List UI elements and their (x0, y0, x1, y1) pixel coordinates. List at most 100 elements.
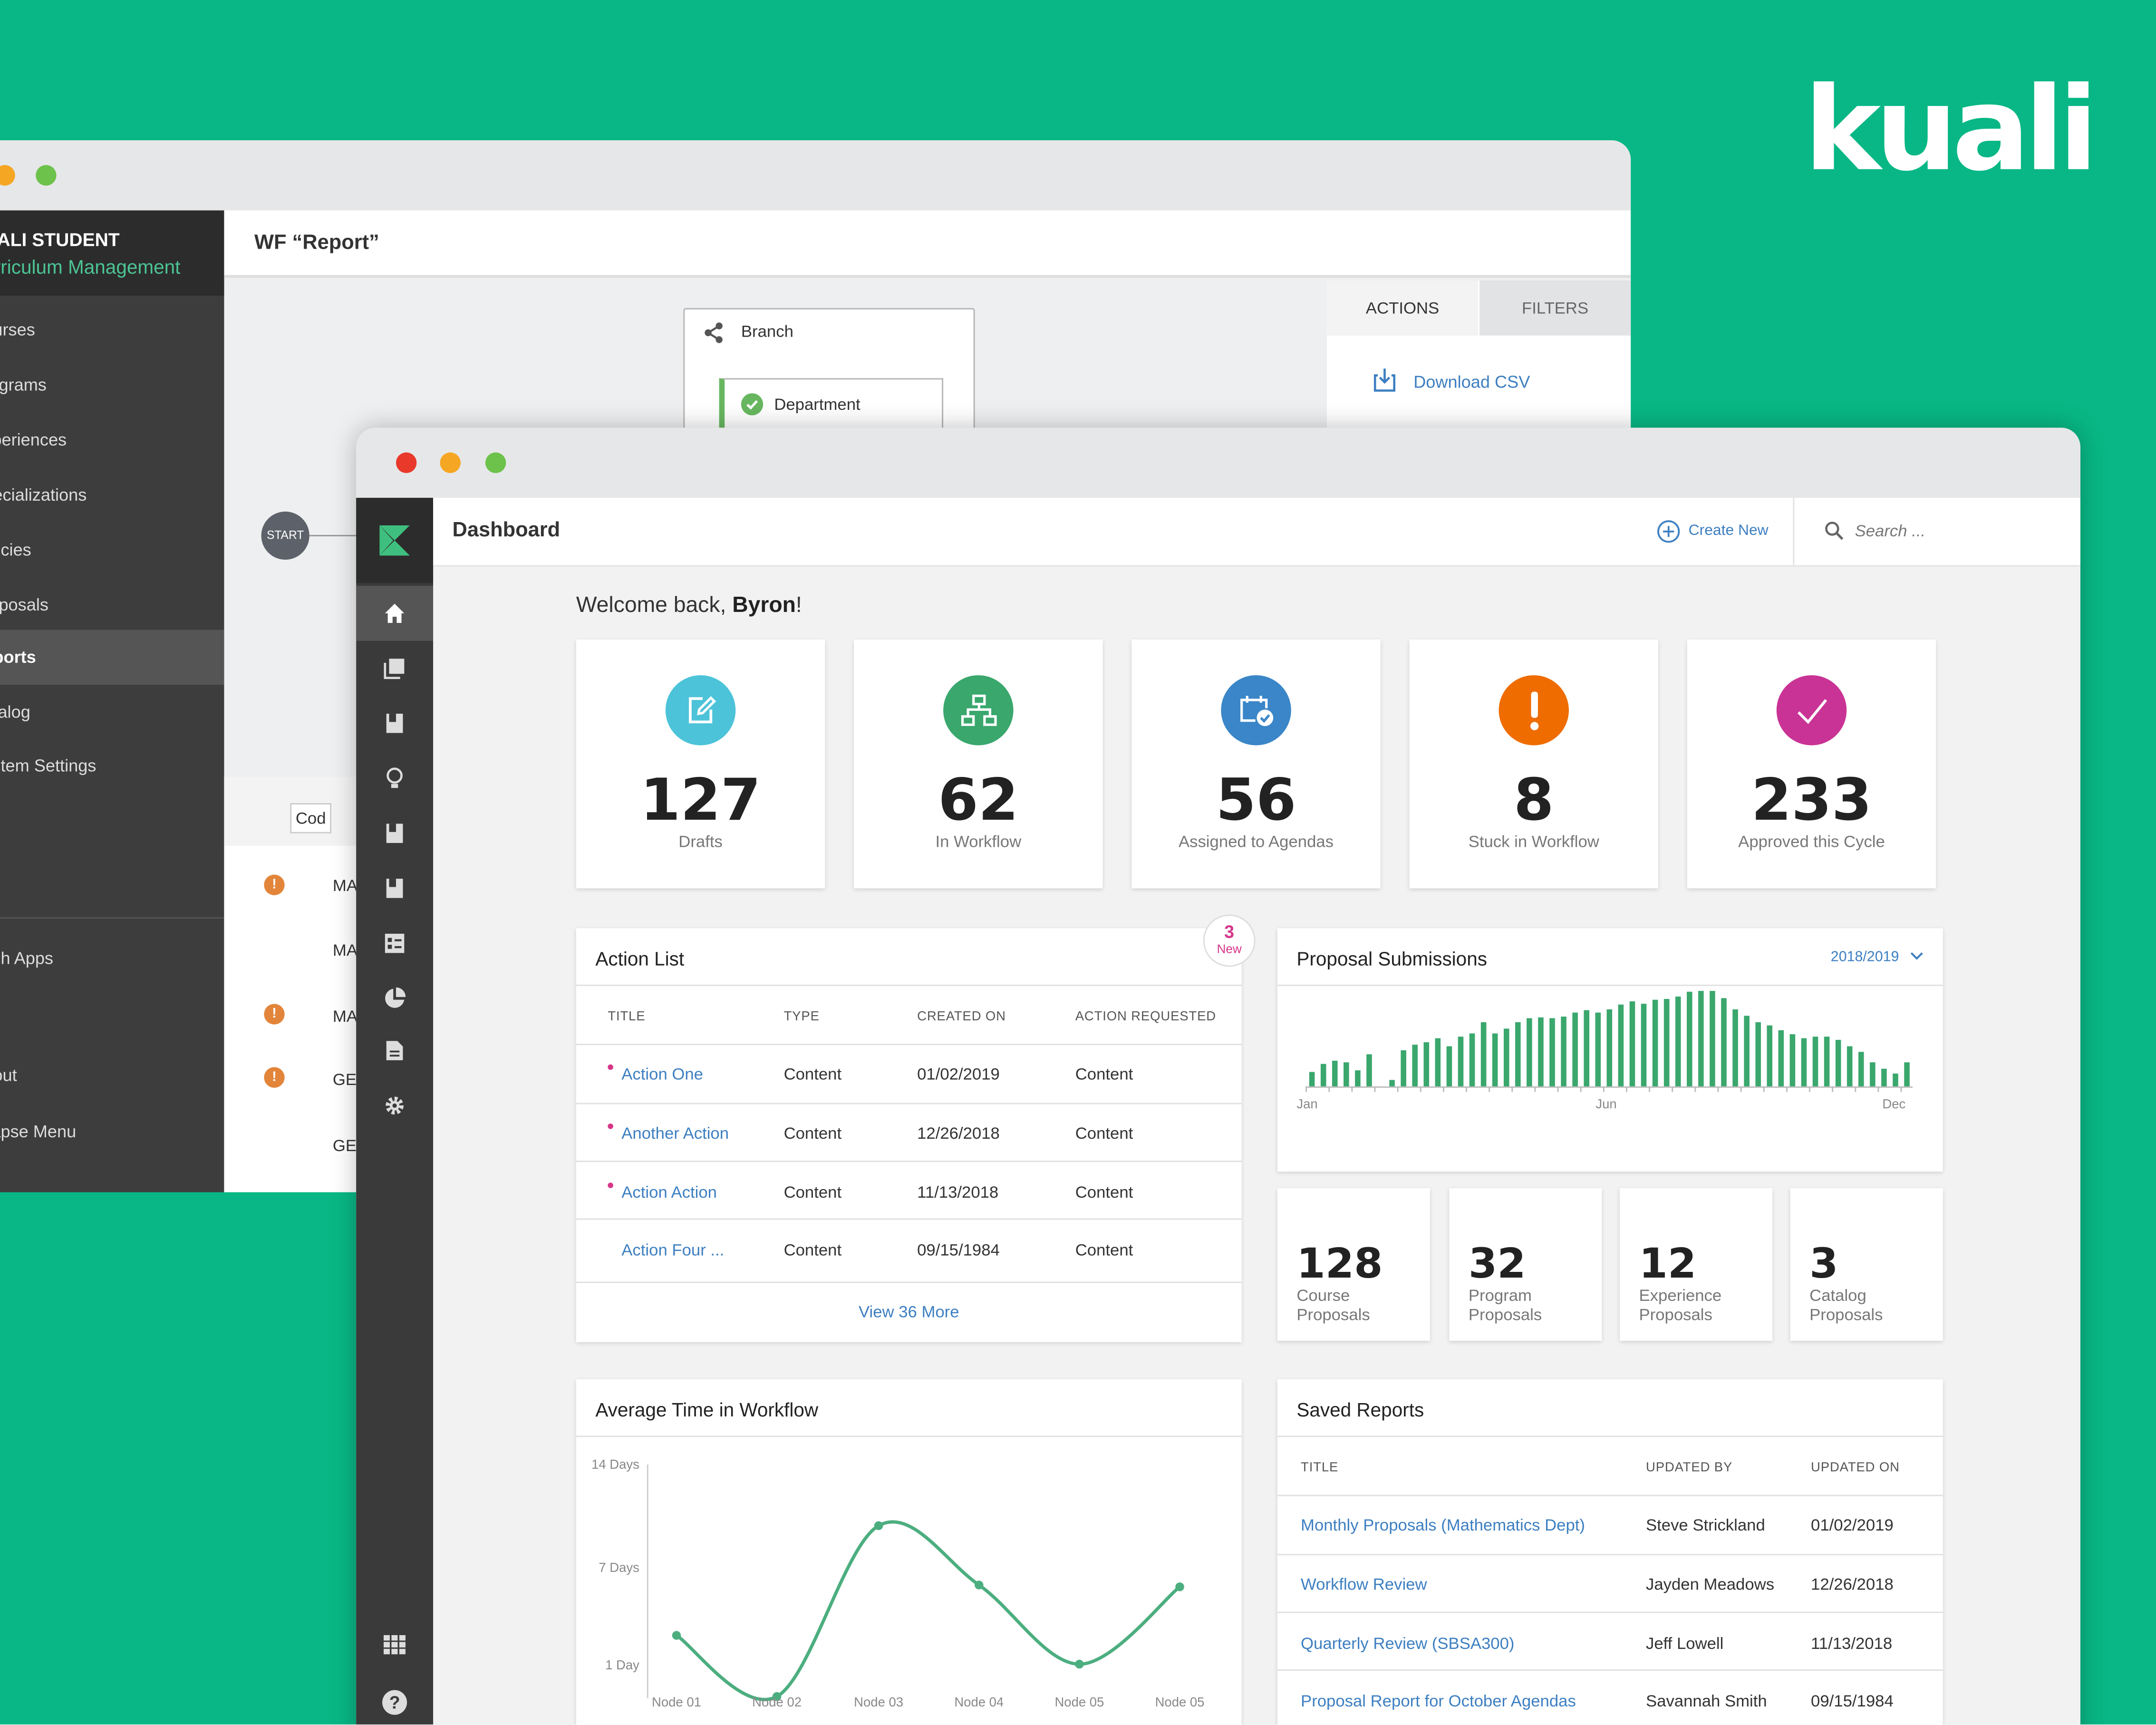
x-tick-label: Node 02 (752, 1695, 802, 1709)
stat-card-assigned-to-agendas[interactable]: 56 Assigned to Agendas (1131, 639, 1381, 889)
document-icon[interactable] (356, 1023, 433, 1078)
action-created-on: 01/02/2019 (917, 1064, 1000, 1084)
column-header-type[interactable]: TYPE (783, 1009, 820, 1025)
start-node[interactable]: START (261, 511, 309, 560)
gear-icon[interactable] (356, 1078, 433, 1133)
pie-chart-icon[interactable] (356, 971, 433, 1026)
list-view-icon[interactable] (356, 916, 433, 971)
mini-stat-experience-proposals[interactable]: 12 Experience Proposals (1620, 1188, 1773, 1341)
year-select[interactable]: 2018/2019 (1831, 949, 1924, 965)
chart-bar (1412, 1045, 1418, 1086)
report-updated-on: 01/02/2019 (1811, 1515, 1894, 1535)
stat-card-drafts[interactable]: 127 Drafts (576, 639, 825, 889)
report-title-link[interactable]: Quarterly Review (SBSA300) (1301, 1633, 1515, 1653)
home-icon[interactable] (356, 586, 434, 641)
chart-bar (1355, 1070, 1361, 1086)
sidebar-item-reports[interactable]: eports (0, 630, 224, 685)
book-icon[interactable] (356, 861, 433, 916)
workflow-header: WF “Report” (224, 210, 1631, 278)
chart-bar (1687, 991, 1692, 1086)
search-input[interactable]: Search ... (1855, 521, 1926, 541)
lightbulb-icon[interactable] (356, 751, 433, 806)
sidebar-item-help[interactable]: lp (0, 991, 224, 1044)
chart-bar (1503, 1028, 1509, 1086)
tab-filters[interactable]: FILTERS (1479, 281, 1631, 336)
sidebar-item-policies[interactable]: olicies (0, 540, 31, 560)
mini-stat-course-proposals[interactable]: 128 Course Proposals (1277, 1188, 1430, 1341)
x-tick-label: Node 04 (954, 1695, 1004, 1709)
download-csv-link[interactable]: Download CSV (1413, 372, 1530, 392)
book-icon[interactable] (356, 696, 433, 751)
report-title-link[interactable]: Proposal Report for October Agendas (1301, 1691, 1576, 1711)
dashboard-header: Dashboard Create New Search ... (433, 497, 2080, 567)
apps-grid-icon[interactable] (356, 1617, 433, 1672)
sidebar-item-courses[interactable]: ourses (0, 320, 35, 340)
tab-actions[interactable]: ACTIONS (1326, 281, 1479, 336)
column-header-created-on[interactable]: CREATED ON (917, 1009, 1006, 1025)
sidebar-item-collapse-menu[interactable]: llapse Menu (0, 1122, 77, 1142)
share-icon (705, 322, 723, 343)
chart-bar (1469, 1033, 1475, 1086)
list-item[interactable]: GE (332, 1135, 357, 1155)
action-title-link[interactable]: Action Four ... (621, 1240, 725, 1260)
help-icon[interactable]: ? (356, 1675, 433, 1725)
chart-bar (1309, 1072, 1315, 1086)
action-requested: Content (1075, 1240, 1133, 1260)
book-icon[interactable] (356, 806, 433, 861)
report-title-link[interactable]: Monthly Proposals (Mathematics Dept) (1301, 1515, 1586, 1535)
zoom-dot[interactable] (36, 165, 57, 186)
library-icon[interactable] (356, 641, 433, 696)
action-title-link[interactable]: Another Action (621, 1123, 729, 1143)
stat-value: 56 (1216, 766, 1296, 833)
column-header-updated-by[interactable]: UPDATED BY (1645, 1460, 1733, 1476)
list-item[interactable]: MA (332, 940, 358, 960)
stat-label: Drafts (678, 832, 723, 852)
sidebar-item-experiences[interactable]: xperiences (0, 430, 67, 450)
code-column-header[interactable]: Cod (290, 803, 332, 833)
kuali-k-logo[interactable] (356, 497, 434, 583)
column-header-title[interactable]: TITLE (608, 1009, 646, 1025)
stat-label: Approved this Cycle (1738, 832, 1885, 852)
search-box[interactable]: Search ... (1793, 497, 2080, 565)
app-subtitle: urriculum Management (0, 255, 181, 278)
x-tick-label: Node 05 (1054, 1695, 1104, 1709)
plus-circle-icon[interactable] (1657, 520, 1680, 543)
minimize-dot[interactable] (440, 452, 461, 473)
mini-stat-catalog-proposals[interactable]: 3 Catalog Proposals (1790, 1188, 1943, 1341)
action-title-link[interactable]: Action One (621, 1064, 704, 1084)
sidebar-item-programs[interactable]: rograms (0, 375, 47, 395)
view-more-link[interactable]: View 36 More (858, 1302, 959, 1322)
chart-bar (1778, 1030, 1784, 1086)
list-item[interactable]: MA (332, 876, 358, 895)
list-item[interactable]: MA (332, 1007, 358, 1026)
page-title: Dashboard (452, 518, 561, 542)
minimize-dot[interactable] (0, 165, 15, 186)
action-title-link[interactable]: Action Action (621, 1182, 717, 1202)
welcome-message: Welcome back, Byron! (576, 594, 802, 619)
chart-bar (1458, 1037, 1464, 1086)
mini-stat-program-proposals[interactable]: 32 Program Proposals (1449, 1188, 1602, 1341)
sidebar-item-specializations[interactable]: pecializations (0, 485, 87, 505)
create-new-button[interactable]: Create New (1688, 523, 1769, 539)
sidebar-item-proposals[interactable]: roposals (0, 595, 48, 615)
sidebar-item-logout[interactable]: gout (0, 1066, 17, 1085)
chart-bar (1549, 1018, 1555, 1086)
sidebar-item-switch-apps[interactable]: itch Apps (0, 949, 54, 969)
close-dot[interactable] (396, 452, 417, 473)
stat-card-stuck-in-workflow[interactable]: 8 Stuck in Workflow (1409, 639, 1659, 889)
report-title-link[interactable]: Workflow Review (1301, 1574, 1427, 1594)
column-header-title[interactable]: TITLE (1301, 1460, 1339, 1476)
stat-card-in-workflow[interactable]: 62 In Workflow (854, 639, 1103, 889)
list-item[interactable]: GE (332, 1070, 357, 1089)
zoom-dot[interactable] (485, 452, 506, 473)
mini-stat-value: 3 (1809, 1240, 1838, 1289)
stat-card-approved-this-cycle[interactable]: 233 Approved this Cycle (1687, 639, 1936, 889)
new-label: New (1217, 942, 1242, 956)
sidebar-item-catalog[interactable]: atalog (0, 702, 30, 722)
chart-bar (1435, 1038, 1441, 1086)
chart-bar (1515, 1022, 1521, 1086)
column-header-action-requested[interactable]: ACTION REQUESTED (1075, 1009, 1217, 1025)
column-header-updated-on[interactable]: UPDATED ON (1811, 1460, 1900, 1476)
dashboard-window: ? Dashboard Create New Search ... Welcom… (356, 427, 2080, 1725)
sidebar-item-system-settings[interactable]: ystem Settings (0, 756, 97, 776)
